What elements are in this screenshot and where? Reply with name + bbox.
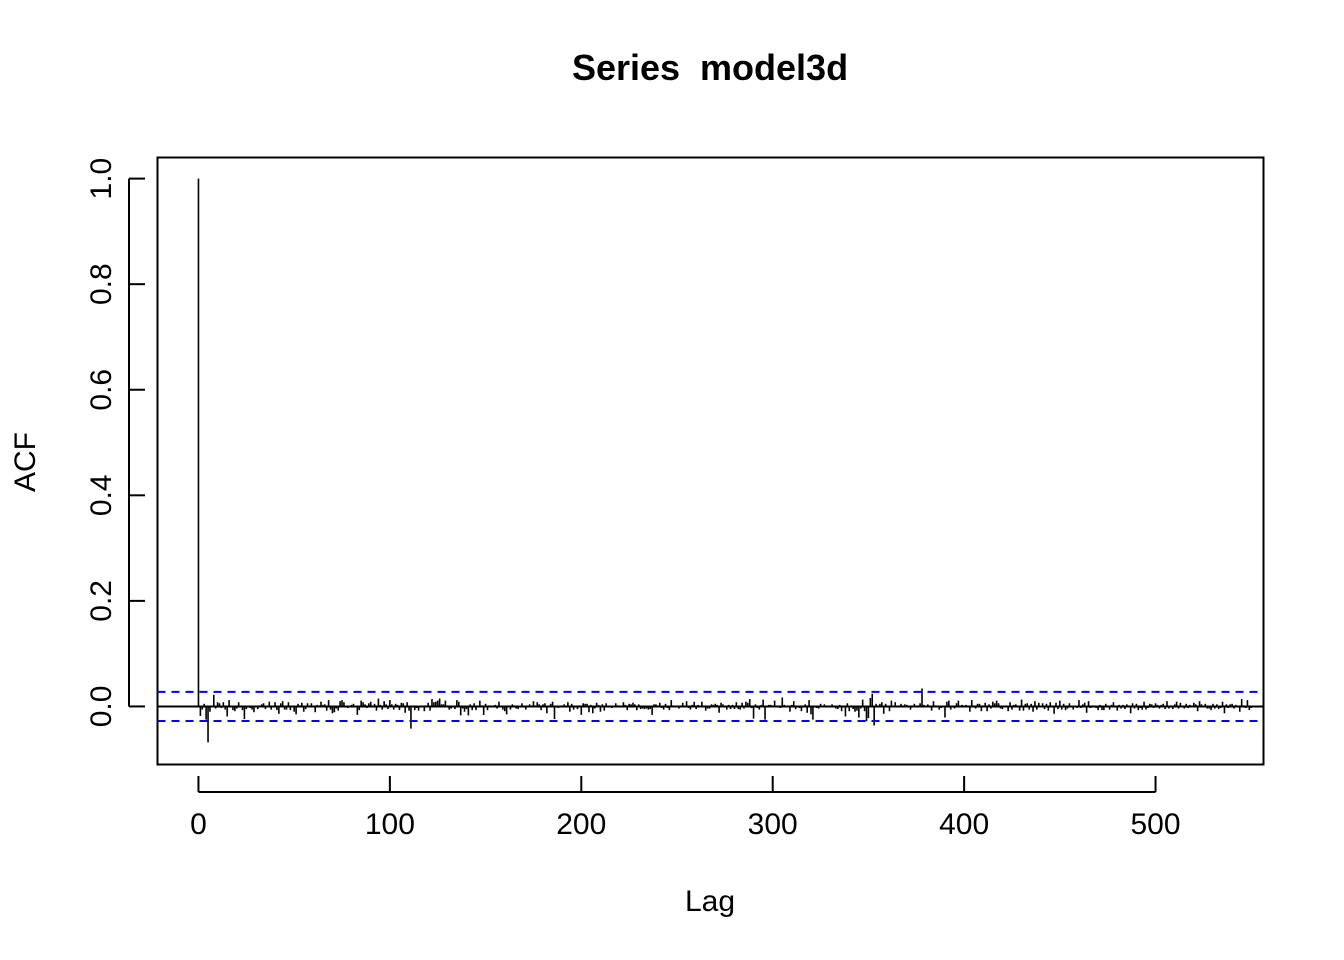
x-tick-label: 200 [556, 808, 606, 841]
x-axis: 0 100 200 300 400 500 [190, 776, 1181, 841]
y-tick-label: 1.0 [85, 158, 118, 200]
y-tick-label: 0.0 [85, 686, 118, 728]
y-axis: 0.0 0.2 0.4 0.6 0.8 1.0 [85, 158, 145, 728]
y-tick-label: 0.6 [85, 369, 118, 411]
acf-bars [197, 178, 1253, 743]
y-tick-label: 0.4 [85, 474, 118, 516]
x-tick-label: 0 [190, 808, 207, 841]
plot-frame [156, 156, 1265, 766]
y-axis-label: ACF [9, 432, 42, 492]
y-tick-label: 0.8 [85, 263, 118, 305]
x-tick-label: 300 [748, 808, 798, 841]
x-tick-label: 500 [1131, 808, 1181, 841]
x-tick-label: 400 [939, 808, 989, 841]
chart-title: Series model3d [572, 47, 848, 88]
x-tick-label: 100 [365, 808, 415, 841]
y-tick-label: 0.2 [85, 580, 118, 622]
x-axis-label: Lag [685, 885, 735, 918]
